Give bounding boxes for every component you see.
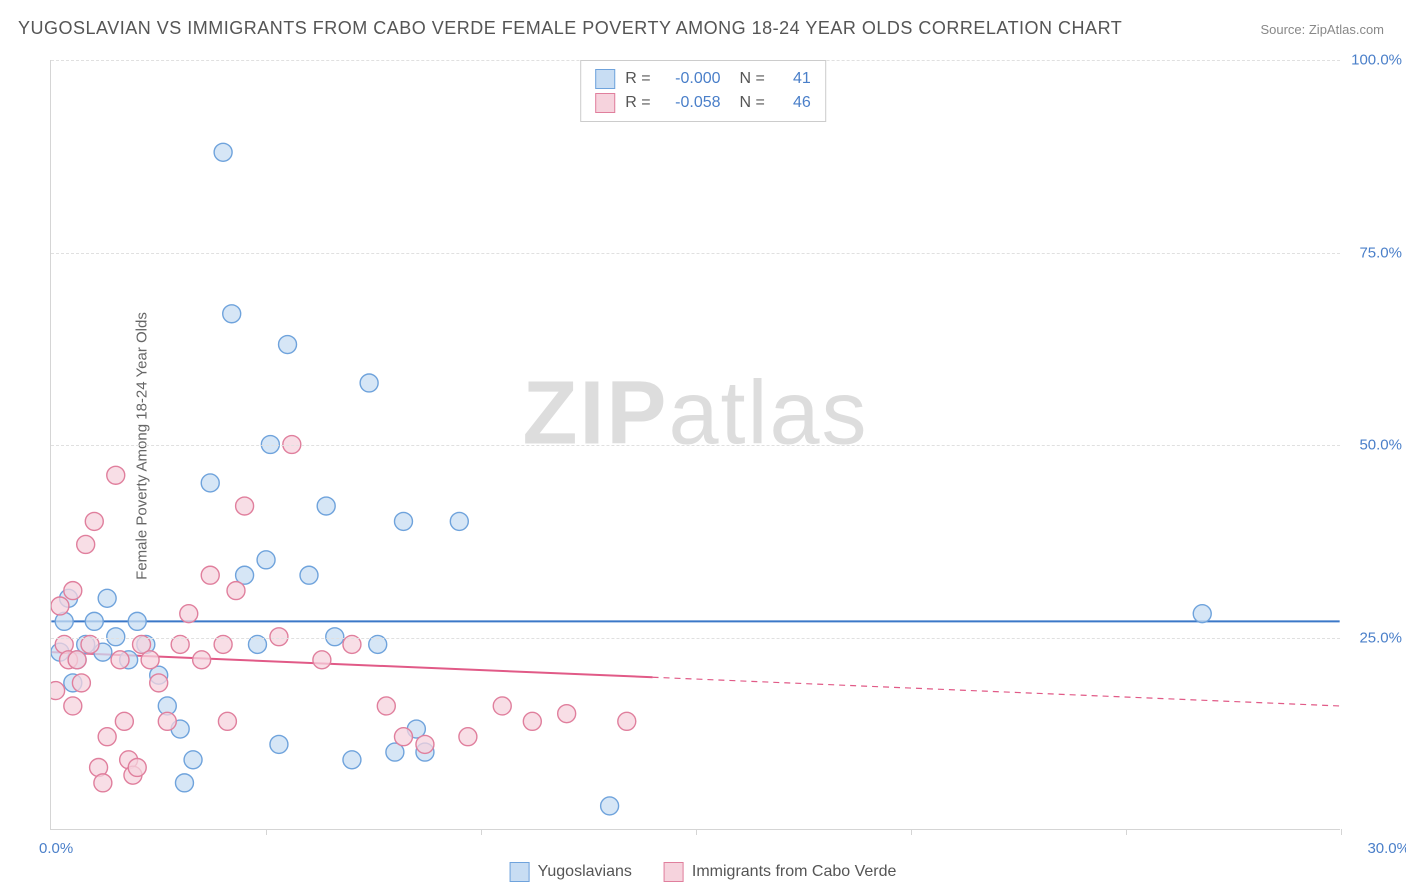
data-point [128, 758, 146, 776]
data-point [279, 336, 297, 354]
data-point [115, 712, 133, 730]
x-axis-end: 30.0% [1367, 840, 1406, 857]
data-point [128, 612, 146, 630]
legend-stats-row: R = -0.058 N = 46 [595, 91, 811, 115]
gridline [51, 253, 1340, 254]
data-point [94, 774, 112, 792]
data-point [51, 682, 65, 700]
legend-label: Immigrants from Cabo Verde [692, 863, 897, 881]
legend-item: Yugoslavians [510, 862, 632, 882]
data-point [300, 566, 318, 584]
x-tick [266, 829, 267, 835]
x-tick [481, 829, 482, 835]
data-point [64, 697, 82, 715]
data-point [98, 589, 116, 607]
stat-n-label: N = [731, 70, 765, 88]
stat-r-value: -0.058 [661, 94, 721, 112]
data-point [107, 466, 125, 484]
stat-r-label: R = [625, 94, 650, 112]
data-point [493, 697, 511, 715]
data-point [77, 535, 95, 553]
stat-n-label: N = [731, 94, 765, 112]
legend-bottom: Yugoslavians Immigrants from Cabo Verde [510, 862, 897, 882]
data-point [85, 512, 103, 530]
data-point [150, 674, 168, 692]
data-point [223, 305, 241, 323]
legend-stats-row: R = -0.000 N = 41 [595, 67, 811, 91]
legend-item: Immigrants from Cabo Verde [664, 862, 897, 882]
trend-line-extrapolated [653, 677, 1340, 706]
data-point [360, 374, 378, 392]
x-tick [1341, 829, 1342, 835]
y-tick-label: 25.0% [1347, 629, 1402, 646]
data-point [201, 474, 219, 492]
data-point [394, 512, 412, 530]
data-point [377, 697, 395, 715]
x-axis-start: 0.0% [39, 840, 73, 857]
data-point [51, 597, 69, 615]
legend-swatch [664, 862, 684, 882]
legend-stats-box: R = -0.000 N = 41 R = -0.058 N = 46 [580, 60, 826, 122]
y-tick-label: 75.0% [1347, 244, 1402, 261]
data-point [111, 651, 129, 669]
stat-r-label: R = [625, 70, 650, 88]
data-point [85, 612, 103, 630]
data-point [158, 712, 176, 730]
data-point [236, 497, 254, 515]
data-point [184, 751, 202, 769]
y-tick-label: 100.0% [1347, 52, 1402, 69]
data-point [257, 551, 275, 569]
data-point [72, 674, 90, 692]
data-point [227, 582, 245, 600]
data-point [394, 728, 412, 746]
plot-area: ZIPatlas 25.0%50.0%75.0%100.0% 0.0% 30.0… [50, 60, 1340, 830]
data-point [68, 651, 86, 669]
data-point [618, 712, 636, 730]
data-point [459, 728, 477, 746]
y-tick-label: 50.0% [1347, 437, 1402, 454]
stat-r-value: -0.000 [661, 70, 721, 88]
chart-title: YUGOSLAVIAN VS IMMIGRANTS FROM CABO VERD… [18, 18, 1122, 39]
data-point [601, 797, 619, 815]
gridline [51, 445, 1340, 446]
data-point [270, 735, 288, 753]
x-tick [696, 829, 697, 835]
data-point [450, 512, 468, 530]
data-point [141, 651, 159, 669]
data-point [558, 705, 576, 723]
legend-swatch [595, 69, 615, 89]
data-point [218, 712, 236, 730]
data-point [98, 728, 116, 746]
data-point [180, 605, 198, 623]
x-tick [1126, 829, 1127, 835]
legend-swatch [510, 862, 530, 882]
data-point [193, 651, 211, 669]
legend-swatch [595, 93, 615, 113]
data-point [214, 143, 232, 161]
data-point [175, 774, 193, 792]
legend-label: Yugoslavians [538, 863, 632, 881]
data-point [416, 735, 434, 753]
data-point [1193, 605, 1211, 623]
gridline [51, 638, 1340, 639]
stat-n-value: 41 [775, 70, 811, 88]
data-point [343, 751, 361, 769]
data-point [523, 712, 541, 730]
source-label: Source: ZipAtlas.com [1260, 22, 1384, 37]
stat-n-value: 46 [775, 94, 811, 112]
data-point [64, 582, 82, 600]
x-tick [911, 829, 912, 835]
data-point [313, 651, 331, 669]
data-point [201, 566, 219, 584]
data-point [317, 497, 335, 515]
